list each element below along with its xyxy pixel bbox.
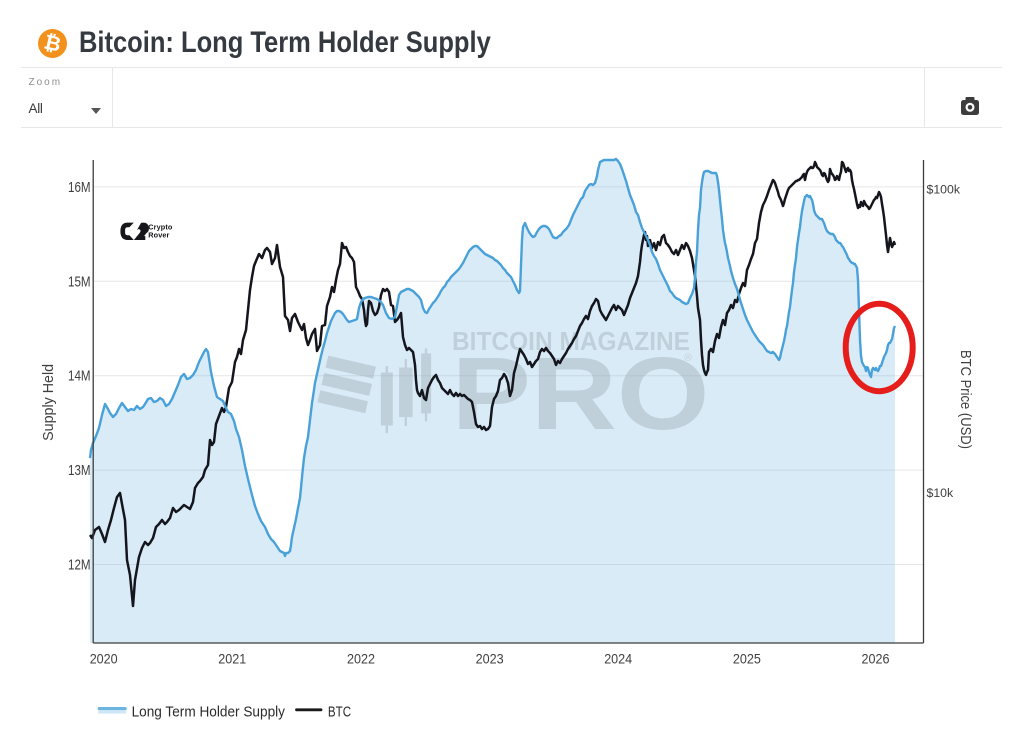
svg-text:®: ® — [684, 352, 692, 364]
svg-text:2026: 2026 — [862, 652, 890, 667]
svg-text:$100k: $100k — [927, 183, 961, 197]
svg-text:PRO: PRO — [452, 336, 710, 451]
svg-text:12M: 12M — [68, 558, 91, 574]
svg-text:BTC: BTC — [328, 705, 351, 721]
svg-text:Long Term Holder Supply: Long Term Holder Supply — [132, 705, 286, 721]
svg-text:13M: 13M — [68, 463, 91, 479]
svg-text:2021: 2021 — [218, 652, 246, 667]
svg-text:$10k: $10k — [927, 486, 955, 500]
svg-text:Rover: Rover — [148, 230, 169, 239]
svg-text:2022: 2022 — [347, 652, 375, 667]
svg-text:Supply Held: Supply Held — [40, 364, 57, 441]
svg-text:15M: 15M — [68, 274, 91, 290]
svg-text:16M: 16M — [68, 180, 91, 196]
svg-text:Crypto: Crypto — [148, 222, 173, 231]
svg-text:14M: 14M — [68, 369, 91, 385]
svg-text:BITCOIN MAGAZINE: BITCOIN MAGAZINE — [452, 326, 690, 356]
svg-text:2024: 2024 — [604, 652, 632, 667]
svg-text:2020: 2020 — [90, 652, 118, 667]
svg-text:2023: 2023 — [476, 652, 504, 667]
svg-text:BTC Price (USD): BTC Price (USD) — [957, 350, 974, 449]
svg-text:2025: 2025 — [733, 652, 761, 667]
